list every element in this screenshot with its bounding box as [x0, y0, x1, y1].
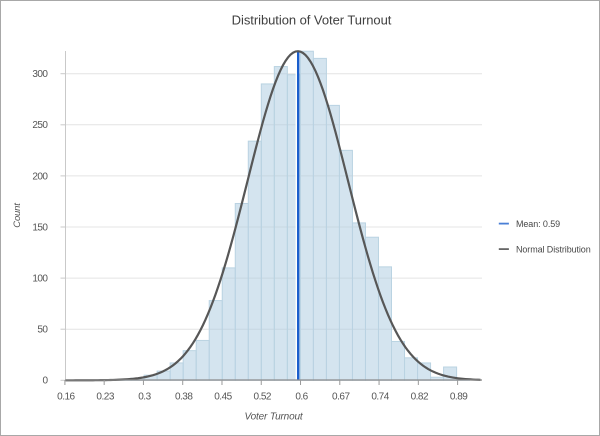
- svg-text:300: 300: [32, 69, 48, 80]
- svg-text:0.52: 0.52: [254, 392, 272, 403]
- svg-text:0.16: 0.16: [57, 392, 75, 403]
- svg-text:Normal Distribution: Normal Distribution: [516, 244, 591, 254]
- svg-text:0.23: 0.23: [96, 392, 114, 403]
- svg-text:0.6: 0.6: [295, 392, 308, 403]
- svg-text:Distribution of Voter Turnout: Distribution of Voter Turnout: [232, 13, 392, 28]
- svg-text:200: 200: [32, 171, 48, 182]
- svg-text:150: 150: [32, 222, 48, 233]
- svg-text:Voter Turnout: Voter Turnout: [244, 411, 303, 422]
- svg-text:0.67: 0.67: [332, 392, 350, 403]
- svg-text:100: 100: [32, 274, 48, 285]
- svg-text:0.45: 0.45: [214, 392, 232, 403]
- svg-text:0: 0: [42, 376, 48, 387]
- svg-text:Count: Count: [12, 203, 23, 228]
- svg-text:Mean: 0.59: Mean: 0.59: [516, 219, 560, 229]
- svg-text:0.38: 0.38: [175, 392, 193, 403]
- svg-text:250: 250: [32, 120, 48, 131]
- svg-text:0.89: 0.89: [450, 392, 468, 403]
- svg-text:0.74: 0.74: [371, 392, 389, 403]
- svg-text:50: 50: [37, 325, 48, 336]
- svg-text:0.82: 0.82: [411, 392, 429, 403]
- svg-text:0.3: 0.3: [138, 392, 151, 403]
